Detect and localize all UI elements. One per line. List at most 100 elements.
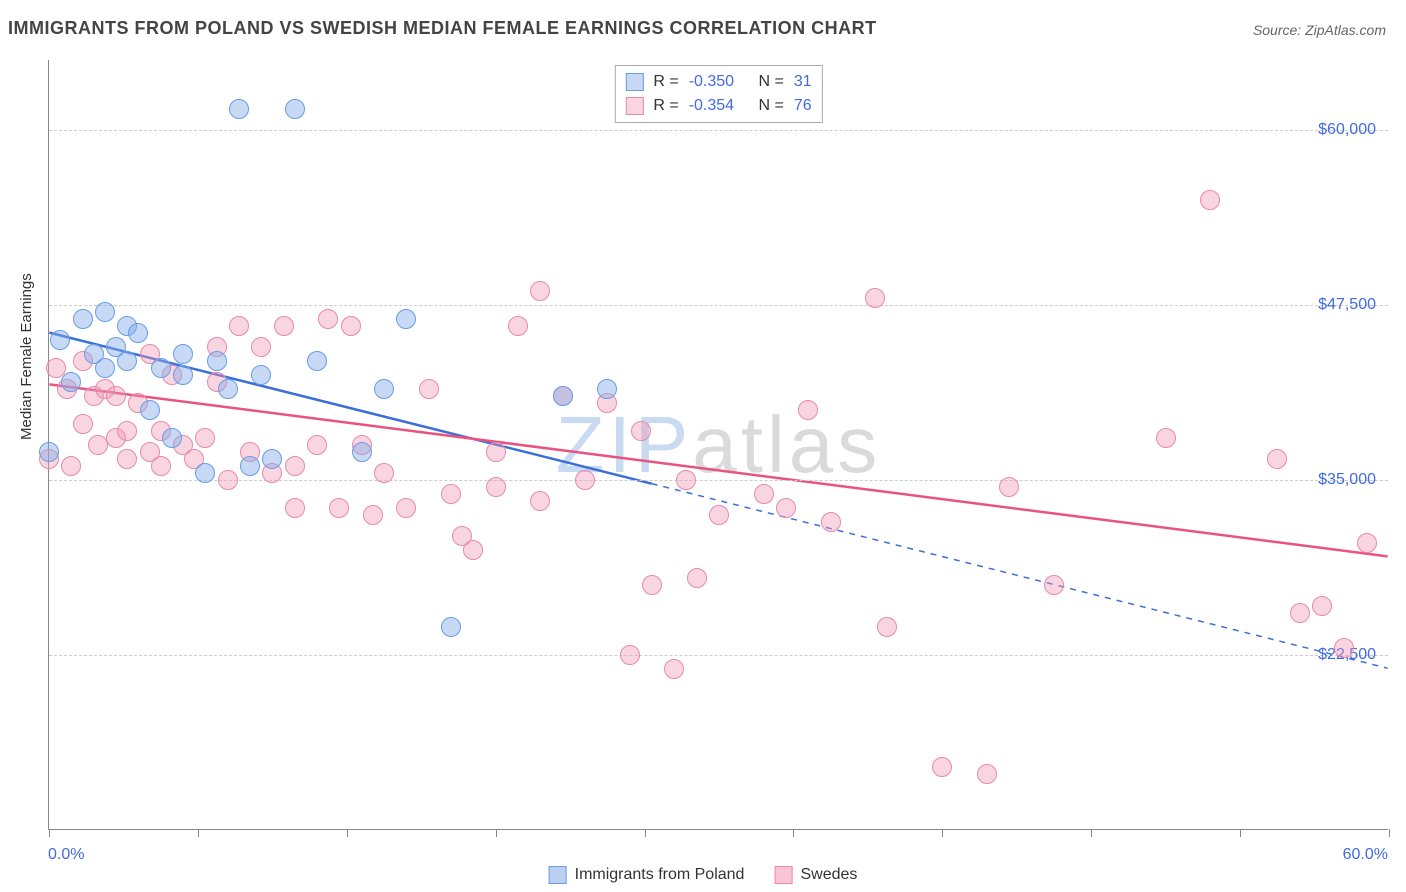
scatter-point <box>463 540 483 560</box>
scatter-point <box>218 470 238 490</box>
source-label: Source: <box>1253 22 1301 38</box>
scatter-point <box>631 421 651 441</box>
scatter-point <box>1200 190 1220 210</box>
scatter-point <box>61 372 81 392</box>
scatter-point <box>597 379 617 399</box>
scatter-point <box>709 505 729 525</box>
legend-swatch-icon <box>625 73 643 91</box>
scatter-point <box>117 351 137 371</box>
scatter-point <box>307 435 327 455</box>
scatter-point <box>374 379 394 399</box>
scatter-point <box>274 316 294 336</box>
scatter-point <box>877 617 897 637</box>
series-legend: Immigrants from Poland Swedes <box>549 866 858 884</box>
gridline <box>49 305 1388 306</box>
x-tick <box>347 829 348 837</box>
scatter-point <box>1267 449 1287 469</box>
scatter-point <box>1334 638 1354 658</box>
scatter-point <box>642 575 662 595</box>
x-tick <box>496 829 497 837</box>
scatter-point <box>285 99 305 119</box>
x-axis-min-label: 0.0% <box>48 846 84 864</box>
scatter-point <box>229 316 249 336</box>
scatter-point <box>932 757 952 777</box>
scatter-point <box>50 330 70 350</box>
x-tick <box>645 829 646 837</box>
y-tick-label: $35,000 <box>1318 471 1376 489</box>
y-axis-label: Median Female Earnings <box>18 273 35 440</box>
scatter-point <box>754 484 774 504</box>
x-axis-max-label: 60.0% <box>1343 846 1388 864</box>
scatter-point <box>73 414 93 434</box>
scatter-point <box>486 477 506 497</box>
scatter-point <box>374 463 394 483</box>
scatter-point <box>620 645 640 665</box>
scatter-point <box>530 491 550 511</box>
legend-swatch-icon <box>549 866 567 884</box>
scatter-point <box>218 379 238 399</box>
scatter-point <box>329 498 349 518</box>
n-label: N = <box>759 94 784 118</box>
scatter-point <box>1156 428 1176 448</box>
scatter-point <box>363 505 383 525</box>
scatter-point <box>486 442 506 462</box>
scatter-point <box>173 344 193 364</box>
scatter-point <box>195 463 215 483</box>
plot-area: ZIPatlas R = -0.350 N = 31 R = -0.354 N … <box>48 60 1388 830</box>
r-value: -0.350 <box>689 70 734 94</box>
scatter-point <box>396 498 416 518</box>
watermark-part-2: atlas <box>692 400 881 489</box>
scatter-point <box>140 400 160 420</box>
legend-item: Immigrants from Poland <box>549 866 745 884</box>
source-name: ZipAtlas.com <box>1305 22 1386 38</box>
scatter-point <box>128 323 148 343</box>
scatter-point <box>95 358 115 378</box>
scatter-point <box>341 316 361 336</box>
scatter-point <box>251 365 271 385</box>
scatter-point <box>1290 603 1310 623</box>
scatter-point <box>262 449 282 469</box>
r-label: R = <box>653 94 678 118</box>
scatter-point <box>285 456 305 476</box>
scatter-point <box>195 428 215 448</box>
scatter-point <box>1312 596 1332 616</box>
gridline <box>49 480 1388 481</box>
x-tick <box>1240 829 1241 837</box>
legend-swatch-icon <box>774 866 792 884</box>
regression-line-extrapolated <box>652 484 1388 669</box>
scatter-point <box>530 281 550 301</box>
correlation-row: R = -0.354 N = 76 <box>625 94 811 118</box>
r-label: R = <box>653 70 678 94</box>
scatter-point <box>676 470 696 490</box>
scatter-point <box>39 442 59 462</box>
scatter-point <box>508 316 528 336</box>
scatter-point <box>865 288 885 308</box>
x-tick <box>942 829 943 837</box>
y-tick-label: $60,000 <box>1318 121 1376 139</box>
scatter-point <box>151 456 171 476</box>
scatter-point <box>553 386 573 406</box>
scatter-point <box>441 617 461 637</box>
scatter-point <box>117 421 137 441</box>
n-label: N = <box>759 70 784 94</box>
scatter-point <box>1044 575 1064 595</box>
scatter-point <box>776 498 796 518</box>
scatter-point <box>207 351 227 371</box>
x-tick <box>1389 829 1390 837</box>
legend-swatch-icon <box>625 97 643 115</box>
scatter-point <box>106 386 126 406</box>
scatter-point <box>251 337 271 357</box>
scatter-point <box>396 309 416 329</box>
legend-label: Immigrants from Poland <box>575 866 745 884</box>
scatter-point <box>441 484 461 504</box>
scatter-point <box>999 477 1019 497</box>
scatter-point <box>307 351 327 371</box>
scatter-point <box>73 309 93 329</box>
n-value: 31 <box>794 70 812 94</box>
x-tick <box>198 829 199 837</box>
n-value: 76 <box>794 94 812 118</box>
scatter-point <box>95 302 115 322</box>
legend-item: Swedes <box>774 866 857 884</box>
scatter-point <box>318 309 338 329</box>
x-tick <box>1091 829 1092 837</box>
